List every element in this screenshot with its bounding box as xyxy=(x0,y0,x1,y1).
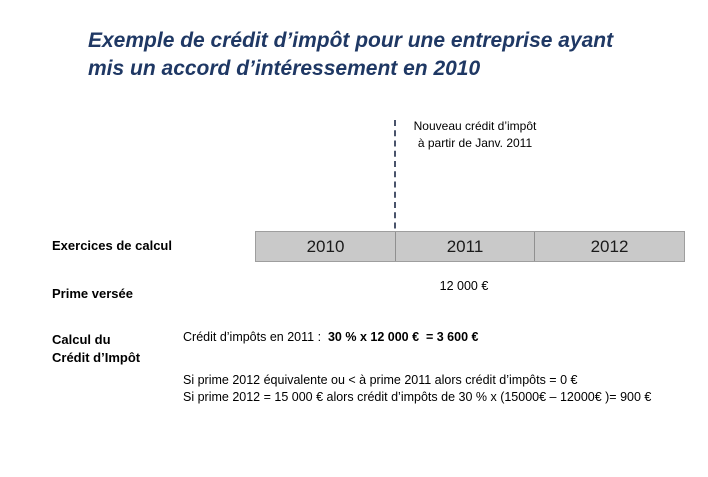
calc-line-prime-equivalente: Si prime 2012 équivalente ou < à prime 2… xyxy=(183,373,578,387)
annotation-dashed-connector xyxy=(394,120,396,249)
slide-title-line1: Exemple de crédit d’impôt pour une entre… xyxy=(88,29,614,52)
row-label-exercices-de-calcul: Exercices de calcul xyxy=(52,238,172,253)
slide-title: Exemple de crédit d’impôt pour une entre… xyxy=(88,27,668,83)
calc-line1-bold-result: 30 % x 12 000 € = 3 600 € xyxy=(327,330,479,344)
row-label-calcul-line1: Calcul du xyxy=(52,332,111,347)
calc-line-prime-15000: Si prime 2012 = 15 000 € alors crédit d’… xyxy=(183,390,652,404)
timeline-year-2012: 2012 xyxy=(590,236,629,256)
timeline-year-2010: 2010 xyxy=(306,236,345,256)
calc-line1-normal-text: Crédit d’impôts en 2011 : xyxy=(183,330,328,344)
prime-2011-value: 12 000 € xyxy=(439,279,489,293)
annotation-callout: Nouveau crédit d’impôt à partir de Janv.… xyxy=(400,118,550,152)
timeline-year-bar: 2010 2011 2012 xyxy=(255,231,685,262)
row-label-calcul-line2: Crédit d’Impôt xyxy=(52,350,141,365)
row-label-prime-versee: Prime versée xyxy=(52,286,133,301)
calc-line-credit-2011: Crédit d’impôts en 2011 : 30 % x 12 000 … xyxy=(183,330,478,344)
row-label-calcul-credit-impot: Calcul du Crédit d’Impôt xyxy=(52,331,140,367)
annotation-line1: Nouveau crédit d’impôt xyxy=(413,119,537,133)
annotation-line2: à partir de Janv. 2011 xyxy=(417,136,533,150)
timeline-year-2011: 2011 xyxy=(395,232,535,261)
slide-title-line2: mis un accord d’intéressement en 2010 xyxy=(88,57,481,80)
